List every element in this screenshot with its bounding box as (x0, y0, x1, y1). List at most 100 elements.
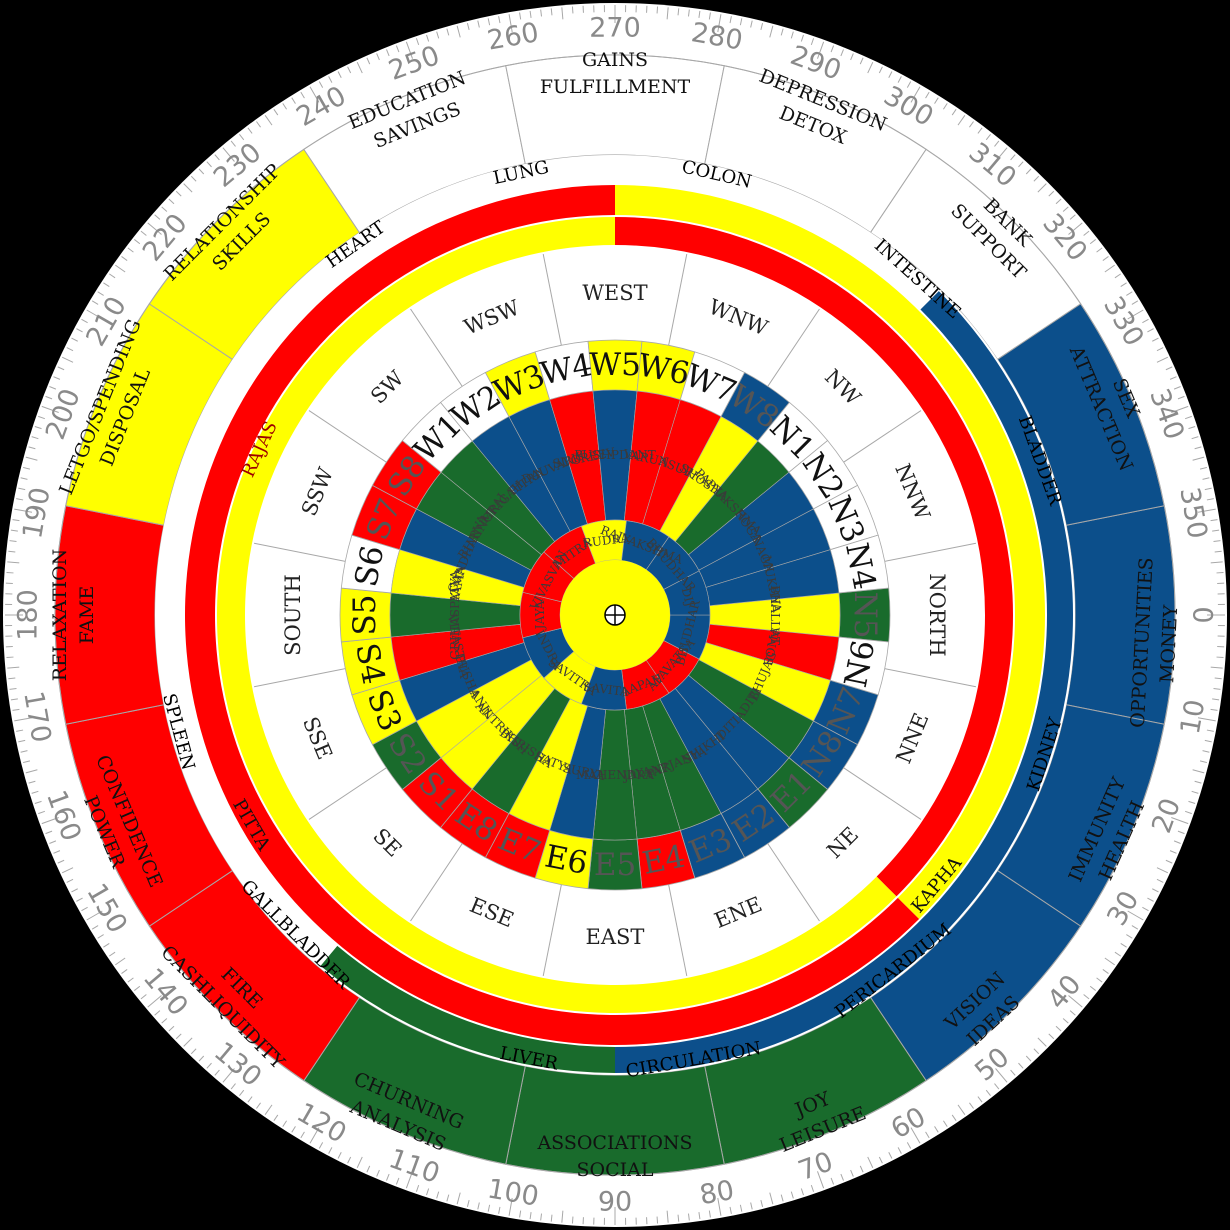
direction-divider (542, 253, 562, 346)
degree-tick (934, 97, 939, 104)
degree-tick (127, 247, 134, 253)
degree-tick (1210, 561, 1223, 564)
degree-tick (239, 1089, 245, 1096)
degree-tick (1068, 995, 1083, 1008)
degree-tick (1199, 466, 1208, 470)
degree-tick (1173, 386, 1181, 390)
degree-tick (109, 951, 116, 957)
degree-tick (739, 1204, 743, 1212)
degree-tick (1127, 309, 1144, 320)
degree-tick (386, 49, 390, 57)
degree-tick (386, 1173, 390, 1181)
degree-tick (800, 1188, 804, 1196)
degree-tick (529, 1212, 532, 1220)
degree-tick (1210, 708, 1218, 711)
degree-tick (168, 1025, 175, 1032)
degree-tick (12, 519, 20, 522)
degree-tick (1102, 256, 1109, 261)
degree-tick (7, 561, 20, 564)
pada-label: E5 (594, 847, 636, 883)
zone-segment (505, 54, 725, 165)
degree-tick (1089, 239, 1096, 245)
degree-tick (1156, 878, 1164, 883)
pada-label: E4 (639, 838, 688, 882)
degree-tick (1126, 291, 1133, 296)
degree-tick (1147, 328, 1154, 333)
degree-tick (134, 985, 141, 991)
degree-tick (1156, 347, 1164, 352)
degree-tick (1169, 850, 1177, 854)
degree-tick (300, 1131, 305, 1139)
degree-tick (1165, 366, 1173, 371)
degree-tick (154, 214, 161, 220)
degree-tick (31, 790, 39, 794)
degree-tick (1184, 810, 1192, 815)
degree-tick (1202, 750, 1210, 753)
zone-segment (54, 505, 165, 725)
degree-tick (477, 20, 480, 28)
earth-inner-ring (216, 217, 897, 1013)
degree-tick (309, 1127, 320, 1144)
degree-tick (1102, 969, 1109, 974)
degree-tick (8, 677, 16, 680)
degree-tick (1177, 395, 1185, 400)
degree-tick (1206, 498, 1214, 501)
degree-tick (1114, 951, 1121, 957)
degree-tick (750, 20, 753, 28)
degree-tick (347, 66, 352, 74)
degree-tick (859, 1165, 864, 1173)
degree-tick (38, 415, 46, 420)
degree-tick (53, 850, 61, 854)
degree-tick (376, 1169, 380, 1177)
degree-tick (1055, 198, 1062, 205)
degree-tick (49, 386, 57, 390)
degree-tick (405, 41, 413, 59)
degree-tick (1142, 318, 1149, 324)
degree-tick (230, 1083, 236, 1090)
degree-tick (1126, 934, 1133, 939)
degree-tick (405, 1171, 413, 1189)
degree-tick (366, 57, 371, 65)
degree-tick (1025, 1055, 1032, 1062)
degree-tick (28, 446, 36, 450)
degree-tick (810, 1184, 815, 1192)
fire-inner-ring (615, 217, 1013, 897)
degree-tick (121, 969, 128, 974)
degree-tick (16, 498, 24, 501)
degree-tick (750, 1202, 753, 1210)
degree-tick (969, 121, 974, 128)
degree-tick (550, 8, 553, 16)
degree-tick (498, 16, 501, 24)
degree-tick (1210, 519, 1218, 522)
degree-tick (810, 38, 815, 46)
degree-tick (61, 867, 74, 874)
degree-tick (328, 76, 333, 83)
water-arc (615, 291, 1073, 1073)
degree-tick (1062, 1018, 1069, 1024)
degree-tick (790, 31, 794, 39)
degree-tick (1197, 717, 1216, 722)
degree-tick (318, 81, 324, 88)
degree-tick (49, 840, 57, 844)
degree-tick (8, 550, 16, 553)
degree-tick (300, 91, 305, 99)
degree-tick (769, 25, 774, 38)
degree-tick (1210, 666, 1223, 669)
degree-tick (1010, 1069, 1016, 1076)
degree-tick (291, 1126, 296, 1133)
degree-tick (282, 103, 288, 110)
degree-tick (41, 817, 59, 825)
deity-label: PUSHPDANT (574, 448, 656, 462)
direction-divider (253, 668, 346, 688)
degree-tick (708, 1210, 711, 1218)
degree-tick (168, 198, 175, 205)
degree-tick (161, 206, 168, 212)
degree-tick (1025, 168, 1032, 175)
degree-tick (519, 1210, 522, 1218)
degree-tick (1213, 540, 1221, 543)
degree-tick (140, 230, 147, 236)
degree-tick (206, 161, 212, 168)
degree-tick (10, 698, 18, 701)
fire-ring (184, 185, 920, 1045)
direction-divider (668, 884, 688, 977)
